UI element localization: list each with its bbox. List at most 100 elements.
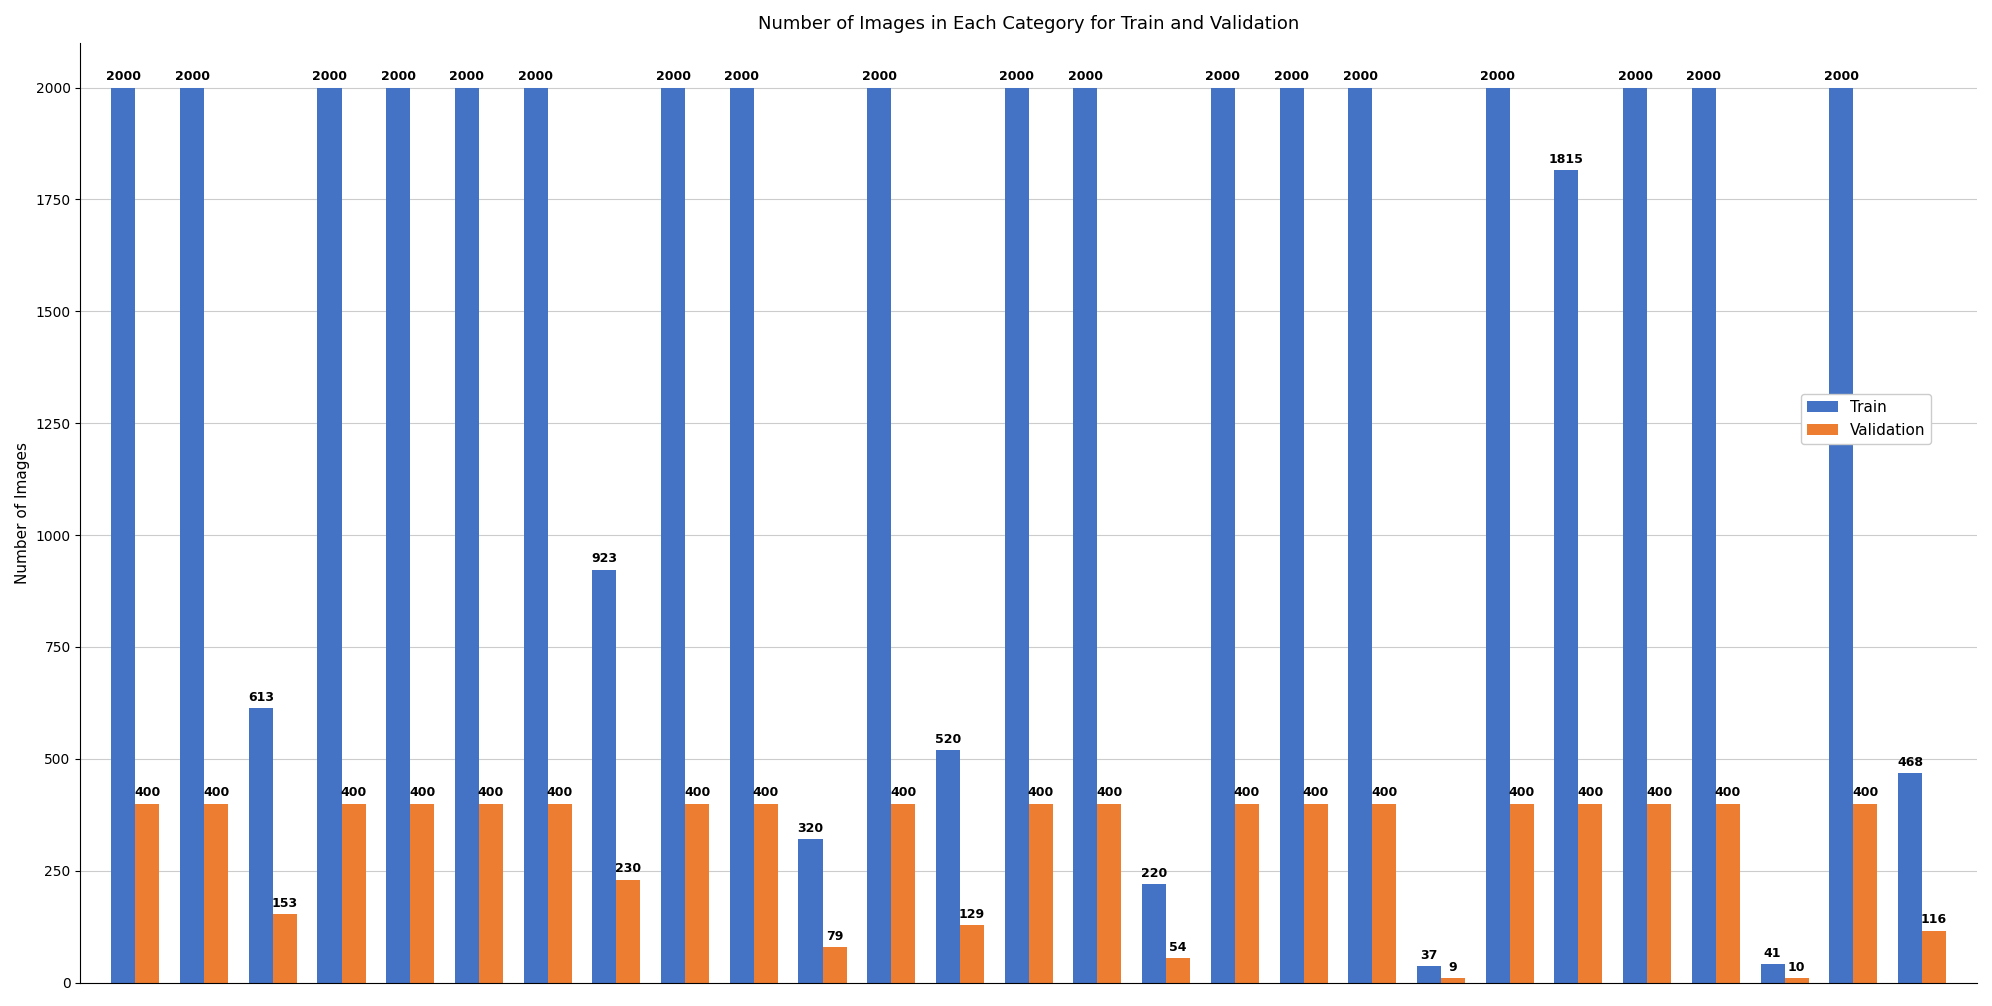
Text: 400: 400: [1645, 787, 1673, 800]
Text: 9: 9: [1448, 962, 1458, 974]
Bar: [1440, 979, 1464, 983]
Bar: [1715, 804, 1739, 983]
Bar: [1554, 170, 1578, 983]
Bar: [1004, 88, 1028, 983]
Bar: [1578, 804, 1602, 983]
Bar: [729, 88, 753, 983]
Bar: [1510, 804, 1534, 983]
Bar: [1623, 88, 1647, 983]
Bar: [1853, 804, 1876, 983]
Text: 2000: 2000: [863, 70, 896, 83]
Bar: [273, 914, 297, 983]
Y-axis label: Number of Images: Number of Images: [16, 442, 30, 583]
Text: 400: 400: [1508, 787, 1536, 800]
Bar: [616, 879, 641, 983]
Text: 2000: 2000: [106, 70, 141, 83]
Text: 41: 41: [1763, 947, 1781, 960]
Text: 2000: 2000: [1275, 70, 1309, 83]
Text: 400: 400: [133, 787, 161, 800]
Text: 129: 129: [958, 907, 986, 920]
Bar: [249, 708, 273, 983]
Text: 2000: 2000: [313, 70, 347, 83]
Bar: [1279, 88, 1303, 983]
Bar: [454, 88, 478, 983]
Text: 54: 54: [1169, 942, 1187, 954]
Bar: [386, 88, 410, 983]
Text: 2000: 2000: [1618, 70, 1653, 83]
Text: 400: 400: [1370, 787, 1398, 800]
Bar: [1303, 804, 1327, 983]
Bar: [1486, 88, 1510, 983]
Bar: [661, 88, 685, 983]
Bar: [1898, 773, 1922, 983]
Bar: [799, 839, 823, 983]
Text: 153: 153: [271, 897, 299, 909]
Text: 400: 400: [1096, 787, 1123, 800]
Text: 400: 400: [1028, 787, 1054, 800]
Text: 520: 520: [934, 732, 960, 745]
Title: Number of Images in Each Category for Train and Validation: Number of Images in Each Category for Tr…: [759, 15, 1299, 33]
Bar: [1141, 884, 1165, 983]
Bar: [1372, 804, 1396, 983]
Bar: [1235, 804, 1259, 983]
Text: 2000: 2000: [380, 70, 416, 83]
Bar: [867, 88, 890, 983]
Text: 400: 400: [341, 787, 367, 800]
Text: 400: 400: [1303, 787, 1329, 800]
Text: 400: 400: [1853, 787, 1878, 800]
Bar: [1098, 804, 1121, 983]
Bar: [1761, 964, 1785, 983]
Text: 2000: 2000: [1068, 70, 1104, 83]
Bar: [1074, 88, 1098, 983]
Text: 468: 468: [1896, 756, 1922, 769]
Bar: [1922, 931, 1946, 983]
Bar: [203, 804, 229, 983]
Text: 2000: 2000: [725, 70, 759, 83]
Bar: [936, 749, 960, 983]
Text: 320: 320: [797, 822, 823, 835]
Bar: [135, 804, 159, 983]
Text: 220: 220: [1141, 867, 1167, 880]
Text: 230: 230: [616, 862, 641, 875]
Text: 400: 400: [1578, 787, 1604, 800]
Bar: [341, 804, 367, 983]
Text: 400: 400: [546, 787, 574, 800]
Text: 400: 400: [1715, 787, 1741, 800]
Legend: Train, Validation: Train, Validation: [1801, 393, 1932, 444]
Text: 116: 116: [1920, 913, 1946, 927]
Bar: [478, 804, 504, 983]
Text: 2000: 2000: [1480, 70, 1516, 83]
Text: 2000: 2000: [450, 70, 484, 83]
Bar: [112, 88, 135, 983]
Text: 1815: 1815: [1550, 153, 1584, 166]
Bar: [317, 88, 341, 983]
Bar: [410, 804, 434, 983]
Text: 79: 79: [827, 930, 843, 943]
Bar: [1691, 88, 1715, 983]
Bar: [1647, 804, 1671, 983]
Bar: [1829, 88, 1853, 983]
Text: 2000: 2000: [1687, 70, 1721, 83]
Text: 2000: 2000: [1343, 70, 1378, 83]
Text: 2000: 2000: [175, 70, 209, 83]
Text: 400: 400: [1233, 787, 1261, 800]
Bar: [890, 804, 914, 983]
Text: 2000: 2000: [655, 70, 691, 83]
Bar: [1211, 88, 1235, 983]
Text: 613: 613: [247, 691, 273, 704]
Text: 923: 923: [592, 552, 618, 565]
Bar: [753, 804, 779, 983]
Text: 400: 400: [408, 787, 436, 800]
Bar: [823, 948, 847, 983]
Text: 10: 10: [1789, 961, 1805, 974]
Bar: [685, 804, 709, 983]
Bar: [179, 88, 203, 983]
Text: 2000: 2000: [518, 70, 554, 83]
Text: 37: 37: [1420, 949, 1438, 962]
Bar: [1028, 804, 1052, 983]
Bar: [1349, 88, 1372, 983]
Bar: [1416, 966, 1440, 983]
Text: 2000: 2000: [1825, 70, 1859, 83]
Bar: [1165, 959, 1189, 983]
Text: 400: 400: [203, 787, 229, 800]
